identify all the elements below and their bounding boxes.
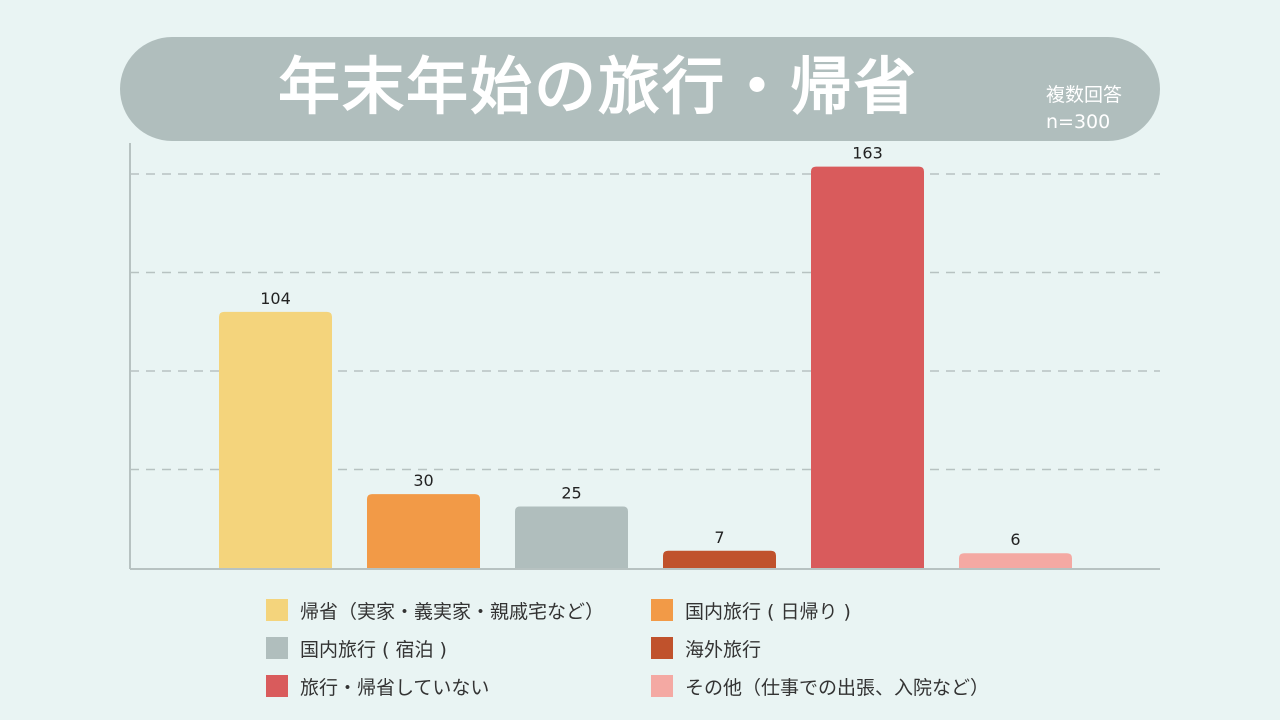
bar-value-label-5: 163 bbox=[852, 144, 883, 163]
bar-value-label-3: 25 bbox=[561, 483, 581, 502]
legend-item-1: 帰省（実家・義実家・親戚宅など） bbox=[266, 596, 604, 624]
legend-item-4: 海外旅行 bbox=[651, 634, 761, 662]
legend-swatch bbox=[266, 637, 288, 659]
legend-label: 国内旅行 ( 日帰り ) bbox=[685, 600, 851, 623]
legend-item-5: 旅行・帰省していない bbox=[266, 672, 489, 700]
legend-label: 旅行・帰省していない bbox=[300, 676, 490, 699]
legend-item-3: 国内旅行 ( 宿泊 ) bbox=[266, 634, 447, 662]
legend-label: 国内旅行 ( 宿泊 ) bbox=[300, 638, 447, 661]
chart-subtitle: 複数回答 n=300 bbox=[1046, 82, 1122, 136]
legend-item-2: 国内旅行 ( 日帰り ) bbox=[651, 596, 851, 624]
legend-swatch bbox=[266, 599, 288, 621]
bar-3 bbox=[515, 506, 628, 568]
legend-swatch bbox=[266, 675, 288, 697]
bar-6 bbox=[959, 553, 1072, 568]
bar-value-label-6: 6 bbox=[1010, 530, 1020, 549]
legend-swatch bbox=[651, 675, 673, 697]
legend-label: その他（仕事での出張、入院など） bbox=[685, 676, 990, 699]
legend-item-6: その他（仕事での出張、入院など） bbox=[651, 672, 989, 700]
bar-value-label-4: 7 bbox=[714, 528, 724, 547]
legend-label: 帰省（実家・義実家・親戚宅など） bbox=[300, 600, 605, 623]
legend-label: 海外旅行 bbox=[685, 638, 762, 661]
subtitle-multiple-answers: 複数回答 bbox=[1046, 84, 1123, 106]
title-banner bbox=[120, 37, 1160, 141]
bar-value-label-2: 30 bbox=[413, 471, 433, 490]
bar-4 bbox=[663, 550, 776, 568]
legend-swatch bbox=[651, 637, 673, 659]
legend-swatch bbox=[651, 599, 673, 621]
bar-1 bbox=[219, 311, 332, 568]
bar-5 bbox=[811, 166, 924, 569]
chart-title: 年末年始の旅行・帰省 bbox=[278, 50, 919, 123]
bar-value-label-1: 104 bbox=[260, 289, 291, 308]
bar-2 bbox=[367, 494, 480, 568]
subtitle-sample-size: n=300 bbox=[1046, 111, 1111, 133]
